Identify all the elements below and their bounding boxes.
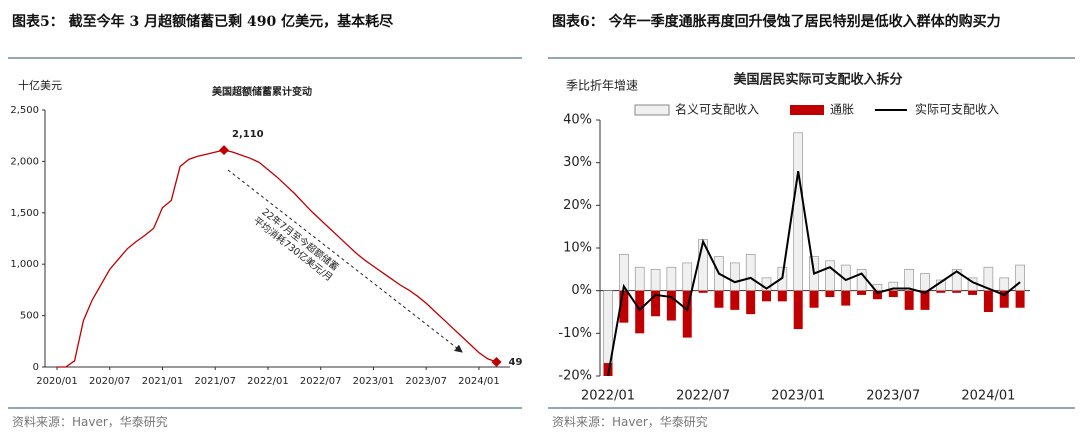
y-axis-label: 季比折年增速 [566,78,638,93]
y-tick-label: 0% [571,283,592,298]
y-tick-label: -10% [558,326,592,341]
legend-label: 通胀 [830,103,854,117]
bar [651,290,661,317]
bar [999,277,1010,291]
bar [809,290,819,308]
bar [904,290,914,310]
y-tick-label: 2,500 [10,105,39,116]
y-tick-label: 0 [33,362,39,373]
y-axis-label: 十亿美元 [18,78,62,92]
x-tick-label: 2023/07 [866,389,920,404]
y-tick-label: -20% [558,369,592,384]
bar [857,290,867,295]
bar [904,269,914,291]
bar [825,290,835,298]
bar [762,290,771,302]
x-tick-label: 2022/01 [247,376,289,387]
y-tick-label: 30% [563,155,592,170]
x-tick-label: 2020/01 [36,376,78,387]
bar [936,290,946,293]
marker [219,145,230,156]
x-tick-label: 2023/01 [353,376,395,387]
x-tick-label: 2022/07 [300,376,342,387]
legend-swatch [790,105,824,115]
bar [920,273,930,291]
legend-swatch [634,104,670,116]
bar [666,290,676,321]
bar [968,290,978,295]
x-tick-label: 2021/07 [194,376,236,387]
bar [634,266,645,291]
bar [777,290,787,302]
bar [999,290,1009,308]
marker [491,356,502,367]
x-tick-label: 2020/07 [89,376,131,387]
chart-title: 美国超额储蓄累计变动 [212,85,312,98]
bar [714,290,724,308]
bar [729,262,740,291]
y-tick-label: 20% [563,198,592,213]
bar [825,260,835,291]
bar [666,266,677,291]
source: 资料来源：Haver，华泰研究 [552,415,708,429]
x-tick-label: 2024/01 [458,376,500,387]
bar [872,290,882,300]
data-label: 49 [509,357,523,368]
bar [650,269,661,291]
bar [730,290,740,310]
bar [746,290,756,315]
data-label: 2,110 [232,129,264,140]
bar [841,290,851,306]
bar [619,290,629,323]
bar [793,132,804,291]
y-tick-label: 500 [20,311,39,322]
bar [682,290,692,338]
y-tick-label: 40% [563,113,592,128]
bar [745,254,756,291]
x-tick-label: 2022/07 [676,389,730,404]
bar [603,290,613,364]
x-tick-label: 2022/01 [581,389,635,404]
x-tick-label: 2023/01 [771,389,825,404]
x-tick-label: 2023/07 [405,376,447,387]
y-tick-label: 1,500 [10,208,39,219]
annotation: 平均消耗730亿美元/月 [251,214,335,283]
source: 资料来源：Haver，华泰研究 [12,415,168,429]
figure-title: 图表5： 截至今年 3 月超额储蓄已剩 490 亿美元，基本耗尽 [12,14,394,30]
figure-title: 图表6： 今年一季度通胀再度回升侵蚀了居民特别是低收入群体的购买力 [552,14,1001,30]
arrow [227,169,463,353]
line [607,171,1021,377]
line [57,149,497,368]
bar [682,262,693,291]
bar [1015,290,1025,308]
y-tick-label: 2,000 [10,156,39,167]
bar [698,290,708,293]
legend-label: 实际可支配收入 [915,102,999,117]
bar [888,290,898,298]
x-tick-label: 2024/01 [961,389,1015,404]
bar [1015,264,1025,291]
bar [920,290,930,310]
bar [983,290,993,312]
legend-label: 名义可支配收入 [675,102,759,117]
bar [793,290,803,330]
x-tick-label: 2021/01 [142,376,184,387]
bar [603,363,613,376]
y-tick-label: 10% [563,241,592,256]
bar [635,290,645,334]
chart-title: 美国居民实际可支配收入拆分 [733,72,902,88]
y-tick-label: 1,000 [10,259,39,270]
bar [952,290,962,293]
